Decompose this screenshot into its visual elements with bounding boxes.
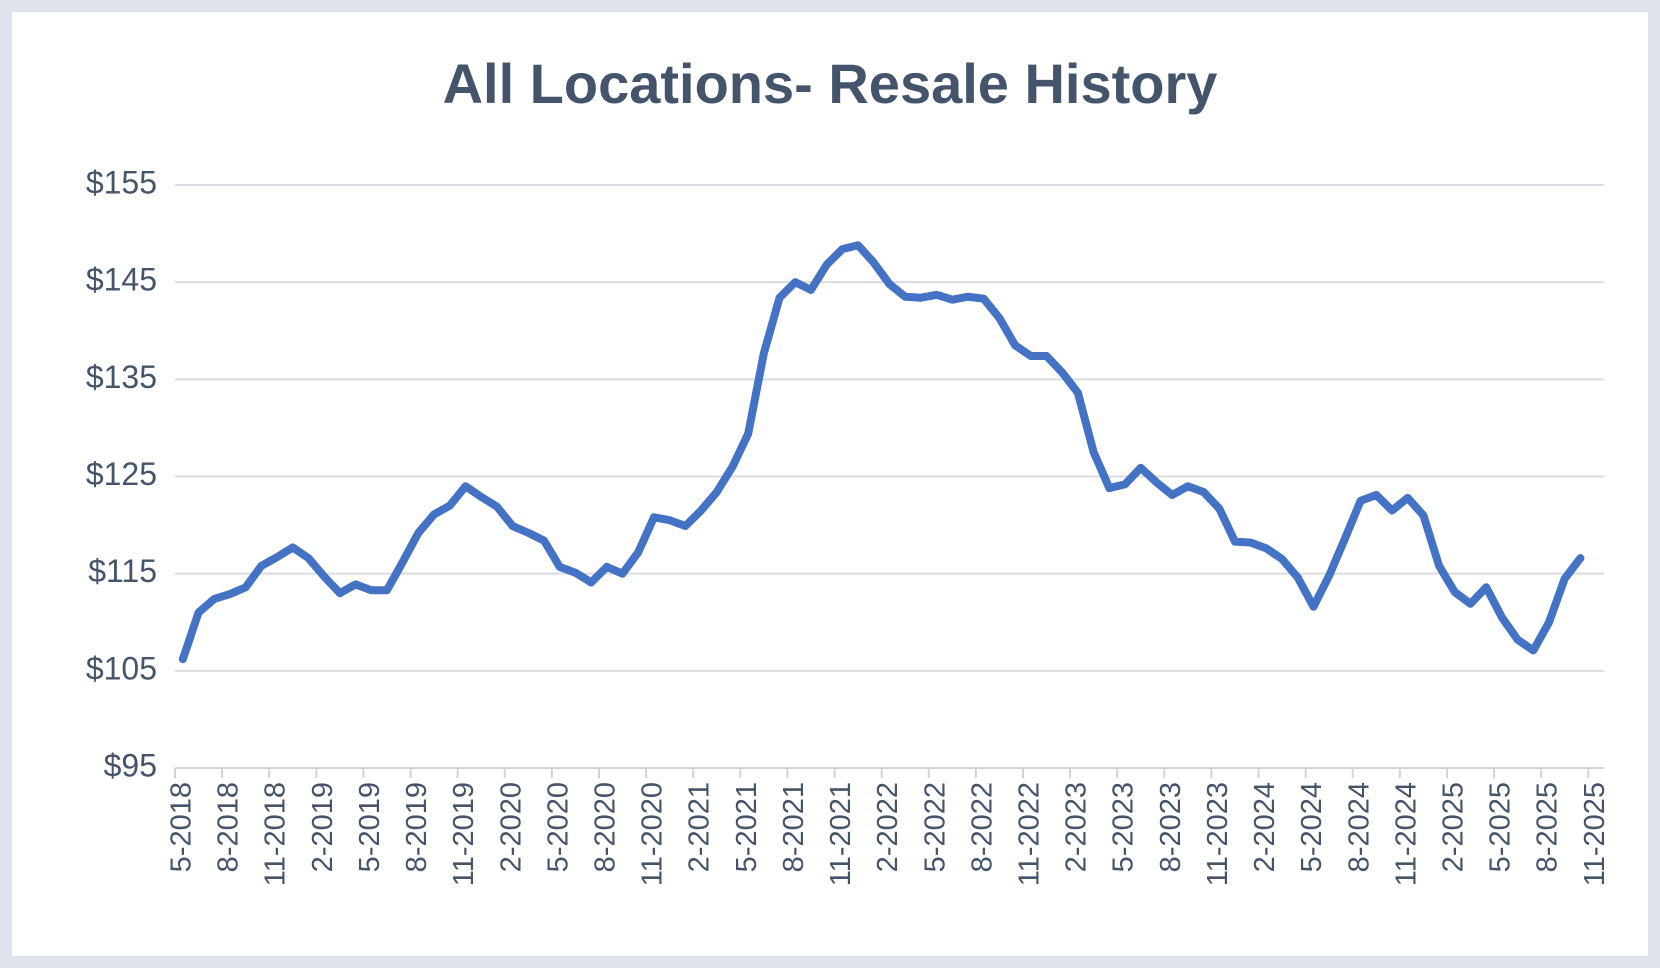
x-tick-label: 5-2025	[1485, 782, 1517, 872]
x-tick-label: 5-2019	[354, 782, 386, 872]
y-tick-label: $105	[86, 650, 157, 686]
line-series	[178, 241, 1585, 664]
chart-panel	[12, 12, 1648, 956]
x-tick-label: 11-2024	[1390, 782, 1422, 886]
x-tick-label: 2-2021	[684, 782, 716, 872]
y-tick-label: $125	[86, 456, 157, 492]
x-tick-label: 8-2025	[1532, 782, 1564, 872]
chart-title: All Locations- Resale History	[443, 52, 1218, 115]
x-tick-label: 5-2020	[542, 782, 574, 872]
x-tick-label: 5-2022	[919, 782, 951, 872]
x-tick-label: 8-2021	[778, 782, 810, 872]
x-tick-label: 2-2025	[1437, 782, 1469, 872]
x-tick-label: 11-2021	[825, 782, 857, 886]
x-tick-label: 8-2024	[1343, 782, 1375, 872]
x-tick-label: 2-2023	[1061, 782, 1093, 872]
x-tick-label: 2-2019	[307, 782, 339, 872]
x-tick-label: 8-2020	[589, 782, 621, 872]
x-tick-label: 2-2022	[872, 782, 904, 872]
y-tick-label: $155	[86, 164, 157, 200]
x-tick-label: 11-2025	[1579, 782, 1611, 886]
y-tick-label: $145	[86, 262, 157, 298]
x-tick-label: 11-2019	[448, 782, 480, 886]
x-tick-label: 8-2023	[1155, 782, 1187, 872]
x-tick-label: 11-2023	[1202, 782, 1234, 886]
y-tick-label: $95	[104, 747, 157, 783]
y-tick-label: $115	[88, 553, 157, 589]
x-tick-label: 11-2020	[637, 782, 669, 886]
x-tick-label: 2-2020	[495, 782, 527, 872]
x-tick-label: 11-2022	[1013, 782, 1045, 886]
x-tick-label: 5-2021	[731, 782, 763, 872]
x-tick-label: 5-2024	[1296, 782, 1328, 872]
x-tick-label: 5-2018	[166, 782, 198, 872]
x-tick-label: 8-2018	[213, 782, 245, 872]
x-tick-label: 5-2023	[1108, 782, 1140, 872]
x-tick-label: 8-2022	[966, 782, 998, 872]
y-tick-label: $135	[86, 359, 157, 395]
x-tick-label: 8-2019	[401, 782, 433, 872]
x-tick-label: 11-2018	[260, 782, 292, 886]
x-tick-label: 2-2024	[1249, 782, 1281, 872]
